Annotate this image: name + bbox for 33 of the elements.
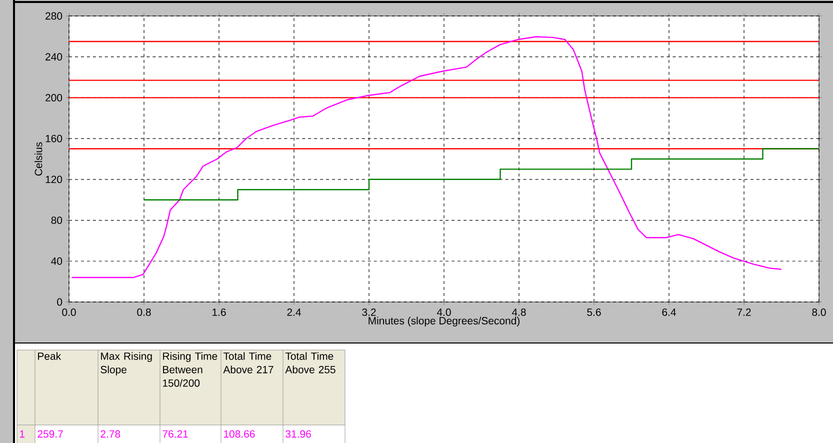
x-tick-label: 0.8 bbox=[137, 308, 151, 316]
text: 76.21 bbox=[162, 430, 188, 438]
y-tick-label: 40 bbox=[51, 257, 62, 265]
line-series bbox=[71, 36, 782, 278]
text: Total Time Above 255 bbox=[285, 352, 336, 374]
text: Max Rising Slope bbox=[100, 352, 152, 376]
y-tick-label: 0 bbox=[57, 298, 62, 306]
text: 259.7 bbox=[38, 430, 63, 438]
y-tick-label: 160 bbox=[46, 134, 62, 142]
y-tick-label: 120 bbox=[46, 176, 62, 184]
x-tick-label: 8.0 bbox=[812, 308, 826, 316]
y-tick-label: 240 bbox=[46, 53, 62, 61]
text: Total Time Above 217 bbox=[223, 352, 274, 374]
x-tick-label: 3.2 bbox=[362, 308, 376, 316]
y-tick-label: 200 bbox=[46, 94, 62, 102]
text: 1 bbox=[20, 430, 25, 438]
x-tick-label: 7.2 bbox=[737, 308, 751, 316]
x-tick-label: 1.6 bbox=[212, 308, 226, 316]
text: 31.96 bbox=[286, 430, 311, 438]
text: 2.78 bbox=[100, 430, 120, 438]
text: 108.66 bbox=[224, 430, 255, 438]
x-tick-label: 0.0 bbox=[62, 308, 76, 316]
y-tick-label: 280 bbox=[46, 12, 62, 20]
x-axis-title: Minutes (slope Degrees/Second) bbox=[368, 316, 520, 327]
x-tick-label: 4.0 bbox=[436, 308, 451, 316]
x-tick-label: 6.4 bbox=[662, 308, 676, 316]
y-tick-label: 80 bbox=[51, 216, 62, 224]
text: Peak bbox=[38, 352, 62, 360]
text: Rising Time Between 150/200 bbox=[163, 352, 218, 387]
x-tick-label: 2.4 bbox=[287, 308, 301, 316]
x-tick-label: 4.8 bbox=[512, 308, 526, 316]
x-tick-label: 5.6 bbox=[587, 308, 601, 316]
y-axis-title: Celsius bbox=[34, 142, 42, 176]
